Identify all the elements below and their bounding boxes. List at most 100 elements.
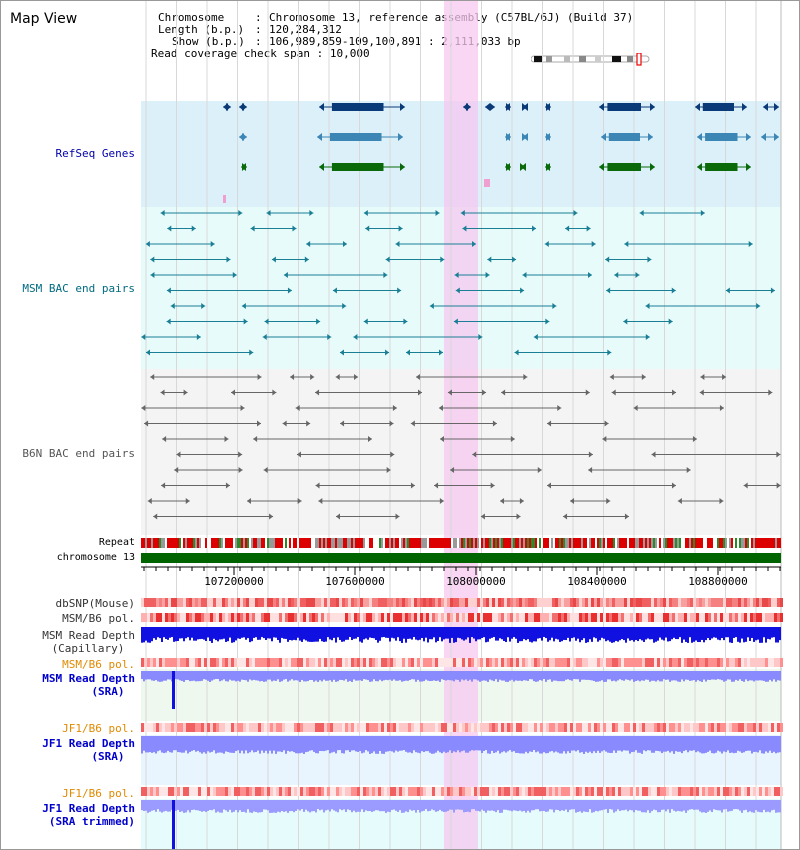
depth-bar xyxy=(377,627,379,643)
heat-cell xyxy=(162,658,165,667)
heat-cell xyxy=(663,723,666,732)
depth-bar xyxy=(715,671,717,680)
heat-cell xyxy=(255,658,258,667)
heat-cell xyxy=(225,658,228,667)
repeat-mark xyxy=(771,538,773,548)
heat-cell xyxy=(486,658,489,667)
depth-bar xyxy=(639,800,641,811)
depth-bar xyxy=(287,736,289,751)
repeat-mark xyxy=(157,538,159,548)
depth-bar xyxy=(385,800,387,813)
heat-cell xyxy=(549,787,552,796)
heat-cell xyxy=(747,658,750,667)
depth-bar xyxy=(449,627,451,643)
depth-bar xyxy=(691,800,693,810)
depth-bar xyxy=(361,736,363,754)
depth-bar xyxy=(263,671,265,682)
gene-block xyxy=(329,133,382,141)
depth-bar xyxy=(207,736,209,752)
depth-bar xyxy=(509,627,511,642)
depth-bar xyxy=(475,800,477,811)
depth-bar xyxy=(583,627,585,639)
heat-cell xyxy=(516,598,519,607)
depth-bar xyxy=(229,671,231,680)
depth-bar xyxy=(511,800,513,812)
depth-bar xyxy=(403,627,405,639)
bac-end xyxy=(306,241,311,247)
heat-cell xyxy=(228,658,231,667)
heat-cell xyxy=(291,613,294,622)
depth-bar xyxy=(411,671,413,680)
depth-bar xyxy=(691,736,693,751)
depth-bar xyxy=(505,736,507,753)
repeat-mark xyxy=(517,538,519,548)
depth-bar xyxy=(667,627,669,642)
bac-end xyxy=(253,436,258,442)
heat-cell xyxy=(549,613,552,622)
depth-bar xyxy=(407,627,409,639)
heat-cell xyxy=(258,658,261,667)
repeat-mark xyxy=(259,538,261,548)
heat-cell xyxy=(396,787,399,796)
repeat-mark xyxy=(275,538,277,548)
repeat-mark xyxy=(331,538,333,548)
heat-cell xyxy=(249,658,252,667)
depth-bar xyxy=(465,800,467,812)
depth-bar xyxy=(397,627,399,638)
depth-bar xyxy=(745,800,747,810)
depth-bar xyxy=(767,671,769,682)
depth-bar xyxy=(623,671,625,681)
bac-end xyxy=(232,272,237,278)
heat-cell xyxy=(780,598,783,607)
chromosome-ideogram[interactable] xyxy=(531,53,656,67)
heat-cell xyxy=(378,613,381,622)
repeat-mark xyxy=(493,538,495,548)
depth-bar xyxy=(317,800,319,810)
heat-cell xyxy=(699,598,702,607)
heat-cell xyxy=(558,787,561,796)
depth-bar xyxy=(607,800,609,813)
heat-cell xyxy=(633,787,636,796)
heat-cell xyxy=(564,598,567,607)
depth-bar xyxy=(215,627,217,641)
bac-end xyxy=(238,210,243,216)
repeat-mark xyxy=(765,538,767,548)
depth-bar xyxy=(441,800,443,812)
heat-cell xyxy=(543,723,546,732)
depth-bar xyxy=(469,627,471,643)
heat-cell xyxy=(240,787,243,796)
depth-bar xyxy=(309,800,311,813)
depth-bar xyxy=(563,800,565,811)
heat-cell xyxy=(603,658,606,667)
depth-bar xyxy=(513,671,515,682)
heat-cell xyxy=(609,723,612,732)
heat-cell xyxy=(447,658,450,667)
heat-cell xyxy=(321,658,324,667)
heat-cell xyxy=(732,658,735,667)
heat-cell xyxy=(309,723,312,732)
depth-bar xyxy=(447,800,449,811)
heat-cell xyxy=(423,613,426,622)
bac-end xyxy=(651,451,656,458)
depth-bar xyxy=(745,627,747,642)
depth-bar xyxy=(301,800,303,810)
heat-cell xyxy=(495,787,498,796)
depth-bar xyxy=(743,800,745,811)
heat-cell xyxy=(705,598,708,607)
heat-cell xyxy=(579,598,582,607)
heat-cell xyxy=(522,723,525,732)
heat-cell xyxy=(294,598,297,607)
depth-bar xyxy=(147,800,149,813)
bac-end xyxy=(243,318,248,325)
heat-cell xyxy=(645,787,648,796)
depth-bar xyxy=(299,671,301,682)
heat-cell xyxy=(501,613,504,622)
depth-bar xyxy=(369,627,371,638)
repeat-mark xyxy=(351,538,353,548)
heat-cell xyxy=(240,658,243,667)
depth-bar xyxy=(219,736,221,753)
depth-bar xyxy=(437,736,439,751)
depth-bar xyxy=(157,800,159,810)
heat-cell xyxy=(153,787,156,796)
